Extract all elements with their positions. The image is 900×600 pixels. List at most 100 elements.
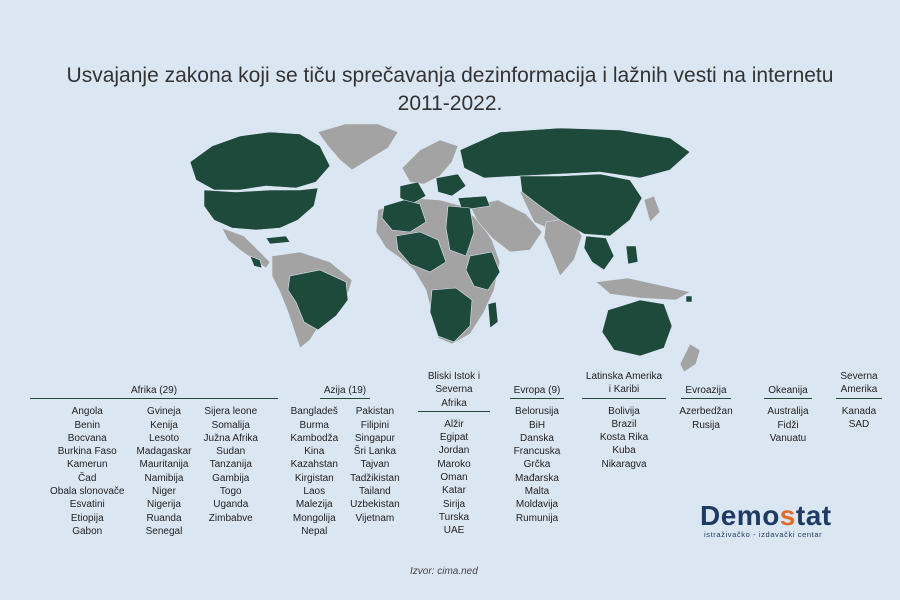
severna-amerika-country-list: Kanada SAD xyxy=(832,405,886,432)
country-name: Madagaskar xyxy=(136,446,192,458)
latinska-amerika-country-list: Bolivija Brazil Kosta Rika Kuba Nikaragva xyxy=(578,405,670,471)
country-name: Nikaragva xyxy=(601,458,647,470)
region-header-okeanija: Okeanija xyxy=(764,384,812,400)
region-header-severna-amerika-line-1: Severna xyxy=(840,371,878,382)
country-name: Maroko xyxy=(437,458,471,470)
country-name: Obala slonovače xyxy=(49,486,125,498)
country-name: Malta xyxy=(524,486,550,498)
country-name: Bolivija xyxy=(608,405,640,417)
country-name: Burma xyxy=(299,419,329,431)
country-name: Alžir xyxy=(444,418,464,430)
logo-tagline: istraživačko - izdavački centar xyxy=(704,530,823,539)
region-okeanija: Okeanija Australija Fidži Vanuatu xyxy=(758,384,818,445)
country-name: Zimbabve xyxy=(208,512,253,524)
country-name: Južna Afrika xyxy=(203,432,258,444)
country-name: Francuska xyxy=(513,446,561,458)
region-header-bliski-istok-line-2: Severna Afrika xyxy=(435,384,473,409)
region-evropa: Evropa (9) Belorusija BiH Danska Francuska G… xyxy=(500,384,574,525)
country-name: Namibija xyxy=(144,472,184,484)
country-name: Bocvana xyxy=(67,432,107,444)
region-header-afrika: Afrika (29) xyxy=(30,384,278,400)
evropa-country-list: Belorusija BiH Danska Francuska Grčka Mađarsk… xyxy=(500,405,574,525)
title-line-1: Usvajanje zakona koji se tiču sprečavanj… xyxy=(66,64,834,87)
country-name: Danska xyxy=(520,432,554,444)
region-azija: Azija (19) Bangladeš Burma Kambodža Kina Kaz… xyxy=(282,384,408,538)
map-land-green xyxy=(189,127,693,357)
country-name: Grčka xyxy=(523,459,551,471)
country-name: Laos xyxy=(303,486,326,498)
country-name: Filipini xyxy=(360,419,390,431)
region-header-latinska-amerika-line-1: Latinska Amerika xyxy=(585,371,663,382)
country-name: Etiopija xyxy=(70,512,104,524)
country-name: Azerbedžan xyxy=(679,406,733,418)
country-name: Turska xyxy=(438,511,470,523)
country-name: Moldavija xyxy=(515,499,559,511)
country-name: Belorusija xyxy=(515,406,559,418)
country-name: Uzbekistan xyxy=(350,499,400,511)
region-latinska-amerika: Latinska Amerika i Karibi Bolivija Brazil… xyxy=(578,370,670,471)
country-name: Egipat xyxy=(439,432,469,444)
country-column: Bangladeš Burma Kambodža Kina Kazahstan Kirgi… xyxy=(290,405,338,538)
country-name: Niger xyxy=(152,486,176,498)
country-name: Nepal xyxy=(301,525,328,537)
country-name: Togo xyxy=(219,486,242,498)
country-name: Lesoto xyxy=(148,432,180,444)
country-name: Esvatini xyxy=(69,499,105,511)
evroazija-country-list: Azerbedžan Rusija xyxy=(674,405,738,432)
country-name: Somalija xyxy=(211,419,250,431)
country-name: Kuba xyxy=(612,445,636,457)
country-name: Sijera leone xyxy=(204,406,258,418)
country-name: Senegal xyxy=(145,525,183,537)
country-name: Kambodža xyxy=(290,432,339,444)
country-name: Gabon xyxy=(72,525,103,537)
country-name: Mađarska xyxy=(515,472,559,484)
country-name: Katar xyxy=(442,485,466,497)
region-severna-amerika: Severna Amerika Kanada SAD xyxy=(832,370,886,431)
country-column: Angola Benin Bocvana Burkina Faso Kamerun Čad… xyxy=(50,405,125,538)
country-name: Kina xyxy=(304,446,325,458)
region-afrika: Afrika (29) Angola Benin Bocvana Burkina Fa… xyxy=(30,384,278,538)
country-name: Tadžikistan xyxy=(350,472,400,484)
country-name: Kosta Rika xyxy=(599,432,649,444)
country-column: Gvineja Kenija Lesoto Madagaskar Mauritanija… xyxy=(136,405,191,538)
region-header-latinska-amerika-line-2: i Karibi xyxy=(608,384,640,396)
country-name: Oman xyxy=(440,472,468,484)
country-name: Rumunija xyxy=(515,512,559,524)
country-name: Pakistan xyxy=(355,406,395,418)
country-name: Kamerun xyxy=(66,459,108,471)
region-header-severna-amerika: Severna Amerika xyxy=(836,370,882,399)
country-name: Sirija xyxy=(442,498,466,510)
chart-title: Usvajanje zakona koji se tiču sprečavanj… xyxy=(0,62,900,118)
region-header-bliski-istok: Bliski Istok i Severna Afrika xyxy=(418,370,490,412)
country-name: Burkina Faso xyxy=(57,446,117,458)
country-name: Jordan xyxy=(438,445,470,457)
country-name: Rusija xyxy=(692,419,720,431)
country-name: Australija xyxy=(767,406,809,418)
country-name: Šri Lanka xyxy=(353,446,397,458)
country-name: Malezija xyxy=(295,499,333,511)
country-name: Angola xyxy=(71,406,103,418)
country-column: Pakistan Filipini Singapur Šri Lanka Tajvan T… xyxy=(350,405,399,538)
region-header-bliski-istok-line-1: Bliski Istok i xyxy=(427,371,481,382)
country-name: Bangladeš xyxy=(290,406,338,418)
country-name: Ruanda xyxy=(146,512,182,524)
country-name: Tanzanija xyxy=(209,459,252,471)
country-name: Gvineja xyxy=(147,406,181,418)
country-name: SAD xyxy=(848,418,870,430)
country-name: Kanada xyxy=(841,405,877,417)
azija-country-list: Bangladeš Burma Kambodža Kina Kazahstan Kirgi… xyxy=(282,405,408,538)
country-name: Brazil xyxy=(611,418,637,430)
country-name: Tailand xyxy=(359,486,391,498)
region-header-latinska-amerika: Latinska Amerika i Karibi xyxy=(581,370,667,399)
country-name: Benin xyxy=(74,419,101,431)
okeanija-country-list: Australija Fidži Vanuatu xyxy=(758,405,818,445)
country-name: Tajvan xyxy=(360,459,390,471)
region-evroazija: Evroazija Azerbedžan Rusija xyxy=(674,384,738,432)
source-note: Izvor: cima.ned xyxy=(410,566,478,577)
country-name: Gambija xyxy=(212,472,250,484)
country-name: Fidži xyxy=(777,419,799,431)
region-header-severna-amerika-line-2: Amerika xyxy=(840,384,878,396)
country-column: Sijera leone Somalija Južna Afrika Sudan Tan… xyxy=(204,405,258,538)
country-name: Kenija xyxy=(150,419,178,431)
